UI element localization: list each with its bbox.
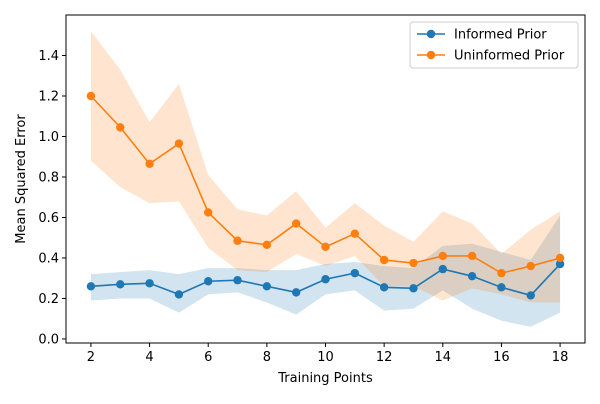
- uninformed-prior-point: [409, 258, 418, 268]
- uninformed-prior-point: [321, 242, 330, 252]
- uninformed-prior-point: [174, 139, 184, 148]
- y-tick-label: 0.2: [38, 292, 59, 307]
- y-tick-label: 1.2: [38, 89, 59, 104]
- informed-prior-legend-label: Informed Prior: [454, 28, 547, 43]
- y-tick-label: 0.4: [38, 251, 59, 266]
- uninformed-prior-band: [90, 31, 561, 303]
- y-tick-label: 0.6: [38, 211, 59, 226]
- uninformed-prior-point: [438, 251, 447, 261]
- informed-prior-point: [409, 284, 418, 293]
- uninformed-prior-point: [233, 236, 242, 245]
- informed-prior-point: [350, 268, 360, 278]
- uninformed-prior-point: [467, 251, 477, 261]
- y-tick-label: 0.8: [38, 170, 59, 185]
- x-tick-label: 12: [376, 350, 393, 365]
- informed-prior-point: [321, 275, 330, 284]
- series-markers: [86, 91, 565, 300]
- informed-prior-point: [526, 291, 535, 300]
- y-tick-label: 1.4: [38, 49, 59, 64]
- legend: Informed Prior Uninformed Prior: [409, 21, 579, 69]
- informed-prior-point: [145, 279, 154, 288]
- informed-prior-point: [497, 283, 506, 292]
- x-tick-label: 14: [435, 350, 452, 365]
- x-tick-label: 10: [317, 350, 334, 365]
- x-tick-label: 16: [493, 350, 510, 365]
- informed-prior-band: [90, 215, 561, 327]
- uninformed-prior-point: [116, 123, 125, 132]
- informed-prior-point: [116, 280, 125, 289]
- uninformed-prior-point: [379, 255, 389, 265]
- confidence-bands: [90, 31, 561, 327]
- uninformed-prior-point: [526, 261, 535, 271]
- informed-prior-point: [86, 282, 96, 291]
- uninformed-prior-point: [350, 229, 360, 238]
- legend-box: [409, 21, 579, 69]
- x-tick-label: 18: [552, 350, 569, 365]
- x-tick-label: 2: [87, 350, 95, 365]
- uninformed-prior-point: [86, 91, 96, 101]
- y-tick-label: 1.0: [38, 130, 59, 145]
- informed-prior-point: [262, 282, 272, 291]
- uninformed-prior-point: [262, 240, 272, 250]
- uninformed-prior-point: [291, 219, 301, 228]
- uninformed-prior-point: [145, 159, 154, 169]
- informed-prior-point: [174, 290, 184, 299]
- y-tick-label: 0.0: [38, 332, 59, 347]
- informed-prior-point: [379, 283, 389, 292]
- informed-prior-point: [204, 277, 213, 286]
- y-axis-label: Mean Squared Error: [14, 114, 29, 244]
- uninformed-prior-point: [204, 208, 213, 217]
- x-axis-label: Training Points: [277, 371, 373, 386]
- informed-prior-point: [555, 259, 565, 269]
- x-axis-ticks: 2 4 6 8 10 12 14 16 18: [87, 343, 569, 365]
- x-tick-label: 6: [204, 350, 212, 365]
- informed-prior-legend-marker: [426, 29, 436, 39]
- informed-prior-point: [438, 264, 447, 274]
- uninformed-prior-point: [497, 268, 506, 278]
- x-tick-label: 8: [263, 350, 271, 365]
- informed-prior-point: [233, 276, 242, 285]
- uninformed-prior-point: [555, 253, 565, 263]
- informed-prior-point: [467, 271, 477, 281]
- y-axis-ticks: 0.0 0.2 0.4 0.6 0.8 1.0 1.2 1.4: [38, 49, 66, 347]
- informed-prior-point: [291, 288, 301, 297]
- uninformed-prior-legend-marker: [426, 50, 436, 60]
- uninformed-prior-legend-label: Uninformed Prior: [454, 49, 565, 64]
- x-tick-label: 4: [145, 350, 153, 365]
